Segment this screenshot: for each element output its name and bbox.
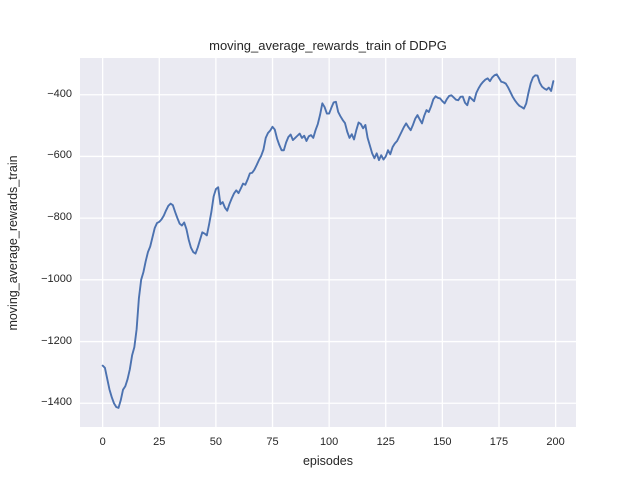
chart-title: moving_average_rewards_train of DDPG: [209, 38, 447, 53]
x-tick-label: 25: [153, 436, 166, 448]
y-tick-label: −400: [47, 87, 72, 100]
x-tick-label: 50: [209, 436, 222, 448]
x-tick-label: 75: [266, 436, 279, 448]
plot-background: [80, 58, 576, 427]
y-axis-label: moving_average_rewards_train: [6, 155, 20, 331]
y-tick-label: −1200: [41, 334, 72, 347]
x-axis-label: episodes: [302, 454, 354, 468]
x-tick-label: 0: [99, 436, 106, 448]
x-tick-label: 175: [489, 436, 509, 448]
y-tick-label: −600: [47, 149, 72, 162]
y-tick-label: −800: [47, 211, 72, 224]
x-tick-label: 150: [433, 436, 452, 448]
x-tick-label: 200: [546, 436, 565, 448]
x-tick-label: 100: [319, 436, 339, 448]
y-tick-label: −1400: [41, 396, 72, 409]
y-tick-label: −1000: [41, 272, 72, 285]
series-line: [101, 73, 555, 409]
x-tick-label: 125: [376, 436, 395, 448]
